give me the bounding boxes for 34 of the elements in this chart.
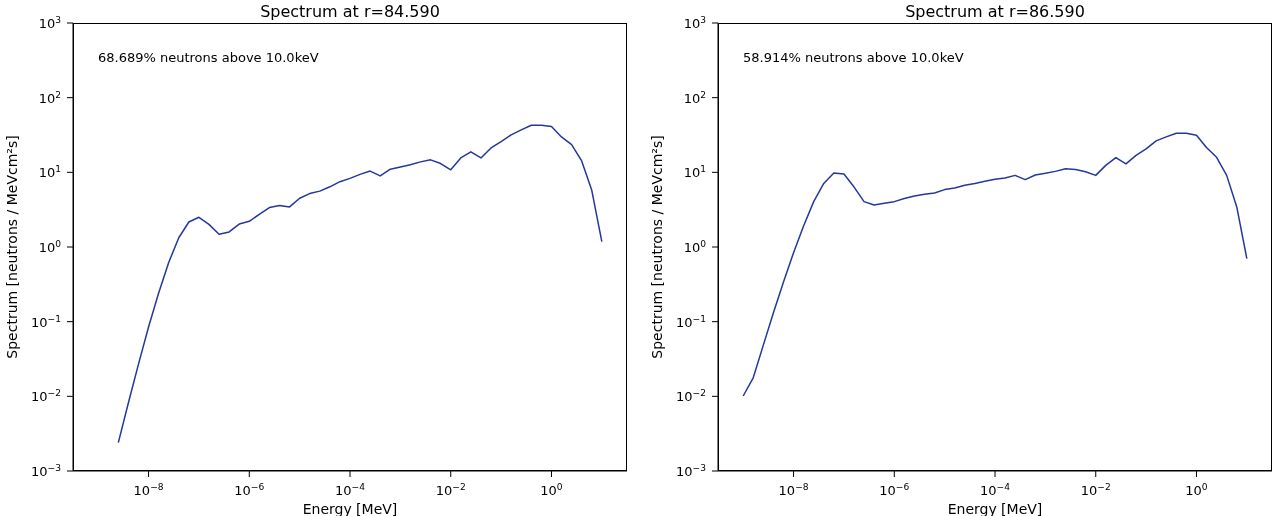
y-tick-label: 10$^{2}$: [683, 89, 706, 106]
y-tick-label: 10$^{3}$: [38, 15, 62, 31]
chart-title: Spectrum at r=86.590: [904, 2, 1086, 21]
x-axis-title: Energy [MeV]: [302, 501, 398, 516]
x-tick-label: 10$^{0}$: [1185, 482, 1208, 498]
y-tick-label: 10$^{2}$: [38, 89, 61, 106]
x-tick-label: 10$^{−2}$: [1080, 482, 1111, 498]
chart-title: Spectrum at r=84.590: [259, 2, 441, 21]
y-tick-label: 10$^{−1}$: [31, 313, 61, 330]
line-series: [742, 132, 1248, 397]
y-tick-label: 10$^{−3}$: [676, 463, 707, 479]
x-tick-label: 10$^{0}$: [540, 482, 563, 498]
y-tick-label: 10$^{1}$: [683, 164, 706, 181]
y-axis-title: Spectrum [neutrons / MeVcm²s]: [648, 135, 665, 359]
y-tick-label: 10$^{3}$: [683, 15, 707, 31]
x-tick-label: 10$^{−6}$: [234, 482, 265, 498]
y-tick-label: 10$^{−2}$: [31, 388, 61, 405]
x-tick-label: 10$^{−4}$: [980, 482, 1011, 498]
annotation: 68.689% neutrons above 10.0keV: [98, 50, 319, 65]
y-tick-label: 10$^{0}$: [38, 239, 62, 255]
x-tick-label: 10$^{−2}$: [435, 482, 466, 498]
x-tick-label: 10$^{−6}$: [879, 482, 910, 498]
y-tick-label: 10$^{−2}$: [676, 388, 706, 405]
y-tick-label: 10$^{0}$: [683, 239, 707, 255]
annotation: 58.914% neutrons above 10.0keV: [743, 50, 964, 65]
y-tick-label: 10$^{−1}$: [676, 313, 706, 330]
x-tick-label: 10$^{−4}$: [335, 482, 366, 498]
x-tick-label: 10$^{−8}$: [133, 482, 164, 498]
line-series: [117, 124, 603, 444]
y-tick-label: 10$^{−3}$: [31, 463, 62, 479]
y-tick-label: 10$^{1}$: [38, 164, 61, 181]
x-tick-label: 10$^{−8}$: [778, 482, 809, 498]
x-axis-title: Energy [MeV]: [947, 501, 1043, 516]
y-axis-title: Spectrum [neutrons / MeVcm²s]: [3, 135, 20, 359]
